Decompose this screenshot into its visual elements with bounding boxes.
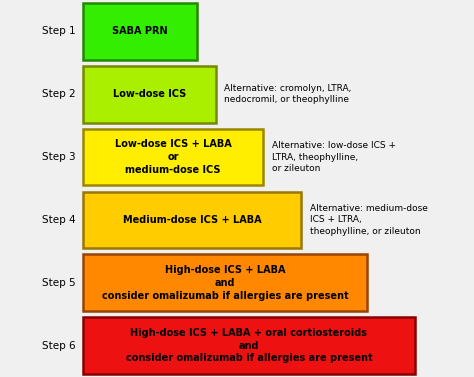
Text: Step 3: Step 3 [42, 152, 76, 162]
Bar [83, 129, 263, 185]
Text: SABA PRN: SABA PRN [112, 26, 168, 37]
Text: Step 6: Step 6 [42, 340, 76, 351]
Bar [83, 254, 367, 311]
Text: Low-dose ICS: Low-dose ICS [113, 89, 186, 99]
Text: High-dose ICS + LABA + oral cortiosteroids
and
consider omalizumab if allergies : High-dose ICS + LABA + oral cortiosteroi… [126, 328, 372, 363]
Text: Alternative: cromolyn, LTRA,
nedocromil, or theophylline: Alternative: cromolyn, LTRA, nedocromil,… [224, 84, 352, 104]
Text: Alternative: low-dose ICS +
LTRA, theophylline,
or zileuton: Alternative: low-dose ICS + LTRA, theoph… [272, 141, 396, 173]
Text: Low-dose ICS + LABA
or
medium-dose ICS: Low-dose ICS + LABA or medium-dose ICS [115, 139, 231, 175]
Bar [83, 66, 216, 123]
Bar [83, 192, 301, 248]
Text: Step 4: Step 4 [42, 215, 76, 225]
Text: Step 5: Step 5 [42, 278, 76, 288]
Text: Step 1: Step 1 [42, 26, 76, 37]
Text: Step 2: Step 2 [42, 89, 76, 99]
Text: Alternative: medium-dose
ICS + LTRA,
theophylline, or zileuton: Alternative: medium-dose ICS + LTRA, the… [310, 204, 428, 236]
Text: Medium-dose ICS + LABA: Medium-dose ICS + LABA [123, 215, 261, 225]
Bar [83, 3, 197, 60]
Bar [83, 317, 415, 374]
Text: High-dose ICS + LABA
and
consider omalizumab if allergies are present: High-dose ICS + LABA and consider omaliz… [102, 265, 348, 300]
